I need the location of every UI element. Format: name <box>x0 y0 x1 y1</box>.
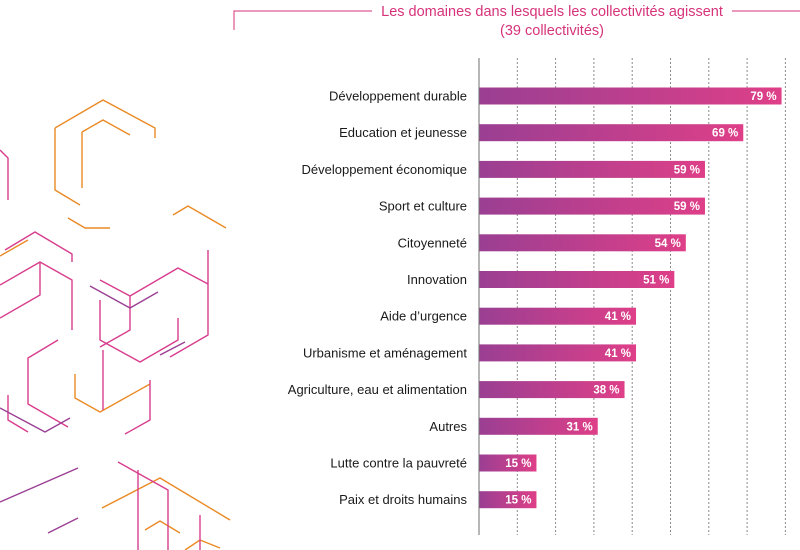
bar <box>479 197 705 215</box>
hex-line <box>81 119 131 136</box>
bar <box>479 417 598 435</box>
category-label: Autres <box>429 419 467 434</box>
hex-line <box>172 205 227 229</box>
bar <box>479 454 537 472</box>
value-label: 51 % <box>643 275 669 287</box>
category-label: Agriculture, eau et alimentation <box>288 382 467 397</box>
hex-line <box>129 267 209 297</box>
value-label: 59 % <box>674 164 700 176</box>
hex-line <box>0 239 29 257</box>
value-label: 31 % <box>567 421 593 433</box>
category-label: Développement durable <box>329 89 467 104</box>
hex-line <box>0 407 71 433</box>
hex-line <box>54 128 81 206</box>
bar <box>479 160 705 178</box>
hex-line <box>117 461 169 550</box>
hex-line <box>101 477 231 521</box>
bar <box>479 344 637 362</box>
hex-line <box>169 250 209 358</box>
decorative-hexagon-pattern <box>0 99 231 550</box>
hex-line <box>47 517 79 534</box>
title-frame <box>233 10 800 30</box>
hex-line <box>159 341 186 356</box>
chart-title-block: Les domaines dans lesquels les collectiv… <box>372 3 732 41</box>
category-label: Innovation <box>407 272 467 287</box>
hex-line <box>144 520 181 534</box>
bar <box>479 124 744 142</box>
bar <box>479 381 625 399</box>
hex-line <box>99 300 179 363</box>
category-label: Education et jeunesse <box>339 125 467 140</box>
bar <box>479 307 637 325</box>
hex-line <box>89 285 159 309</box>
category-label: Développement économique <box>302 162 468 177</box>
category-label: Lutte contre la pauvreté <box>330 456 467 471</box>
hex-line <box>124 380 151 435</box>
category-label: Aide d’urgence <box>380 309 467 324</box>
category-label: Paix et droits humains <box>339 492 467 507</box>
value-label: 41 % <box>605 311 631 323</box>
value-label: 15 % <box>505 495 531 507</box>
value-label: 69 % <box>712 128 738 140</box>
hex-line <box>4 231 73 262</box>
chart-title: Les domaines dans lesquels les collectiv… <box>381 4 723 20</box>
hex-line <box>74 374 151 413</box>
category-label: Sport et culture <box>379 199 467 214</box>
title-frame-left <box>233 10 372 30</box>
value-label: 38 % <box>593 385 619 397</box>
value-label: 59 % <box>674 201 700 213</box>
category-label: Citoyenneté <box>398 235 467 250</box>
category-label: Urbanisme et aménagement <box>303 345 467 360</box>
chart-subtitle: (39 collectivités) <box>500 23 604 39</box>
hex-line <box>67 217 110 229</box>
bar <box>479 491 537 509</box>
value-label: 54 % <box>655 238 681 250</box>
bar <box>479 234 686 252</box>
bar <box>479 271 675 288</box>
hex-line <box>0 149 9 200</box>
bar <box>479 87 782 105</box>
value-label: 15 % <box>505 458 531 470</box>
hex-line <box>54 99 156 138</box>
hex-line <box>0 467 79 503</box>
hex-line <box>7 395 29 433</box>
value-label: 79 % <box>750 91 776 103</box>
hex-line <box>99 279 131 348</box>
hex-line <box>0 261 73 330</box>
hex-line <box>0 262 41 319</box>
value-label: 41 % <box>605 348 631 360</box>
bars: Développement durable 79 % Education et je… <box>288 87 782 509</box>
hex-line <box>27 339 69 428</box>
